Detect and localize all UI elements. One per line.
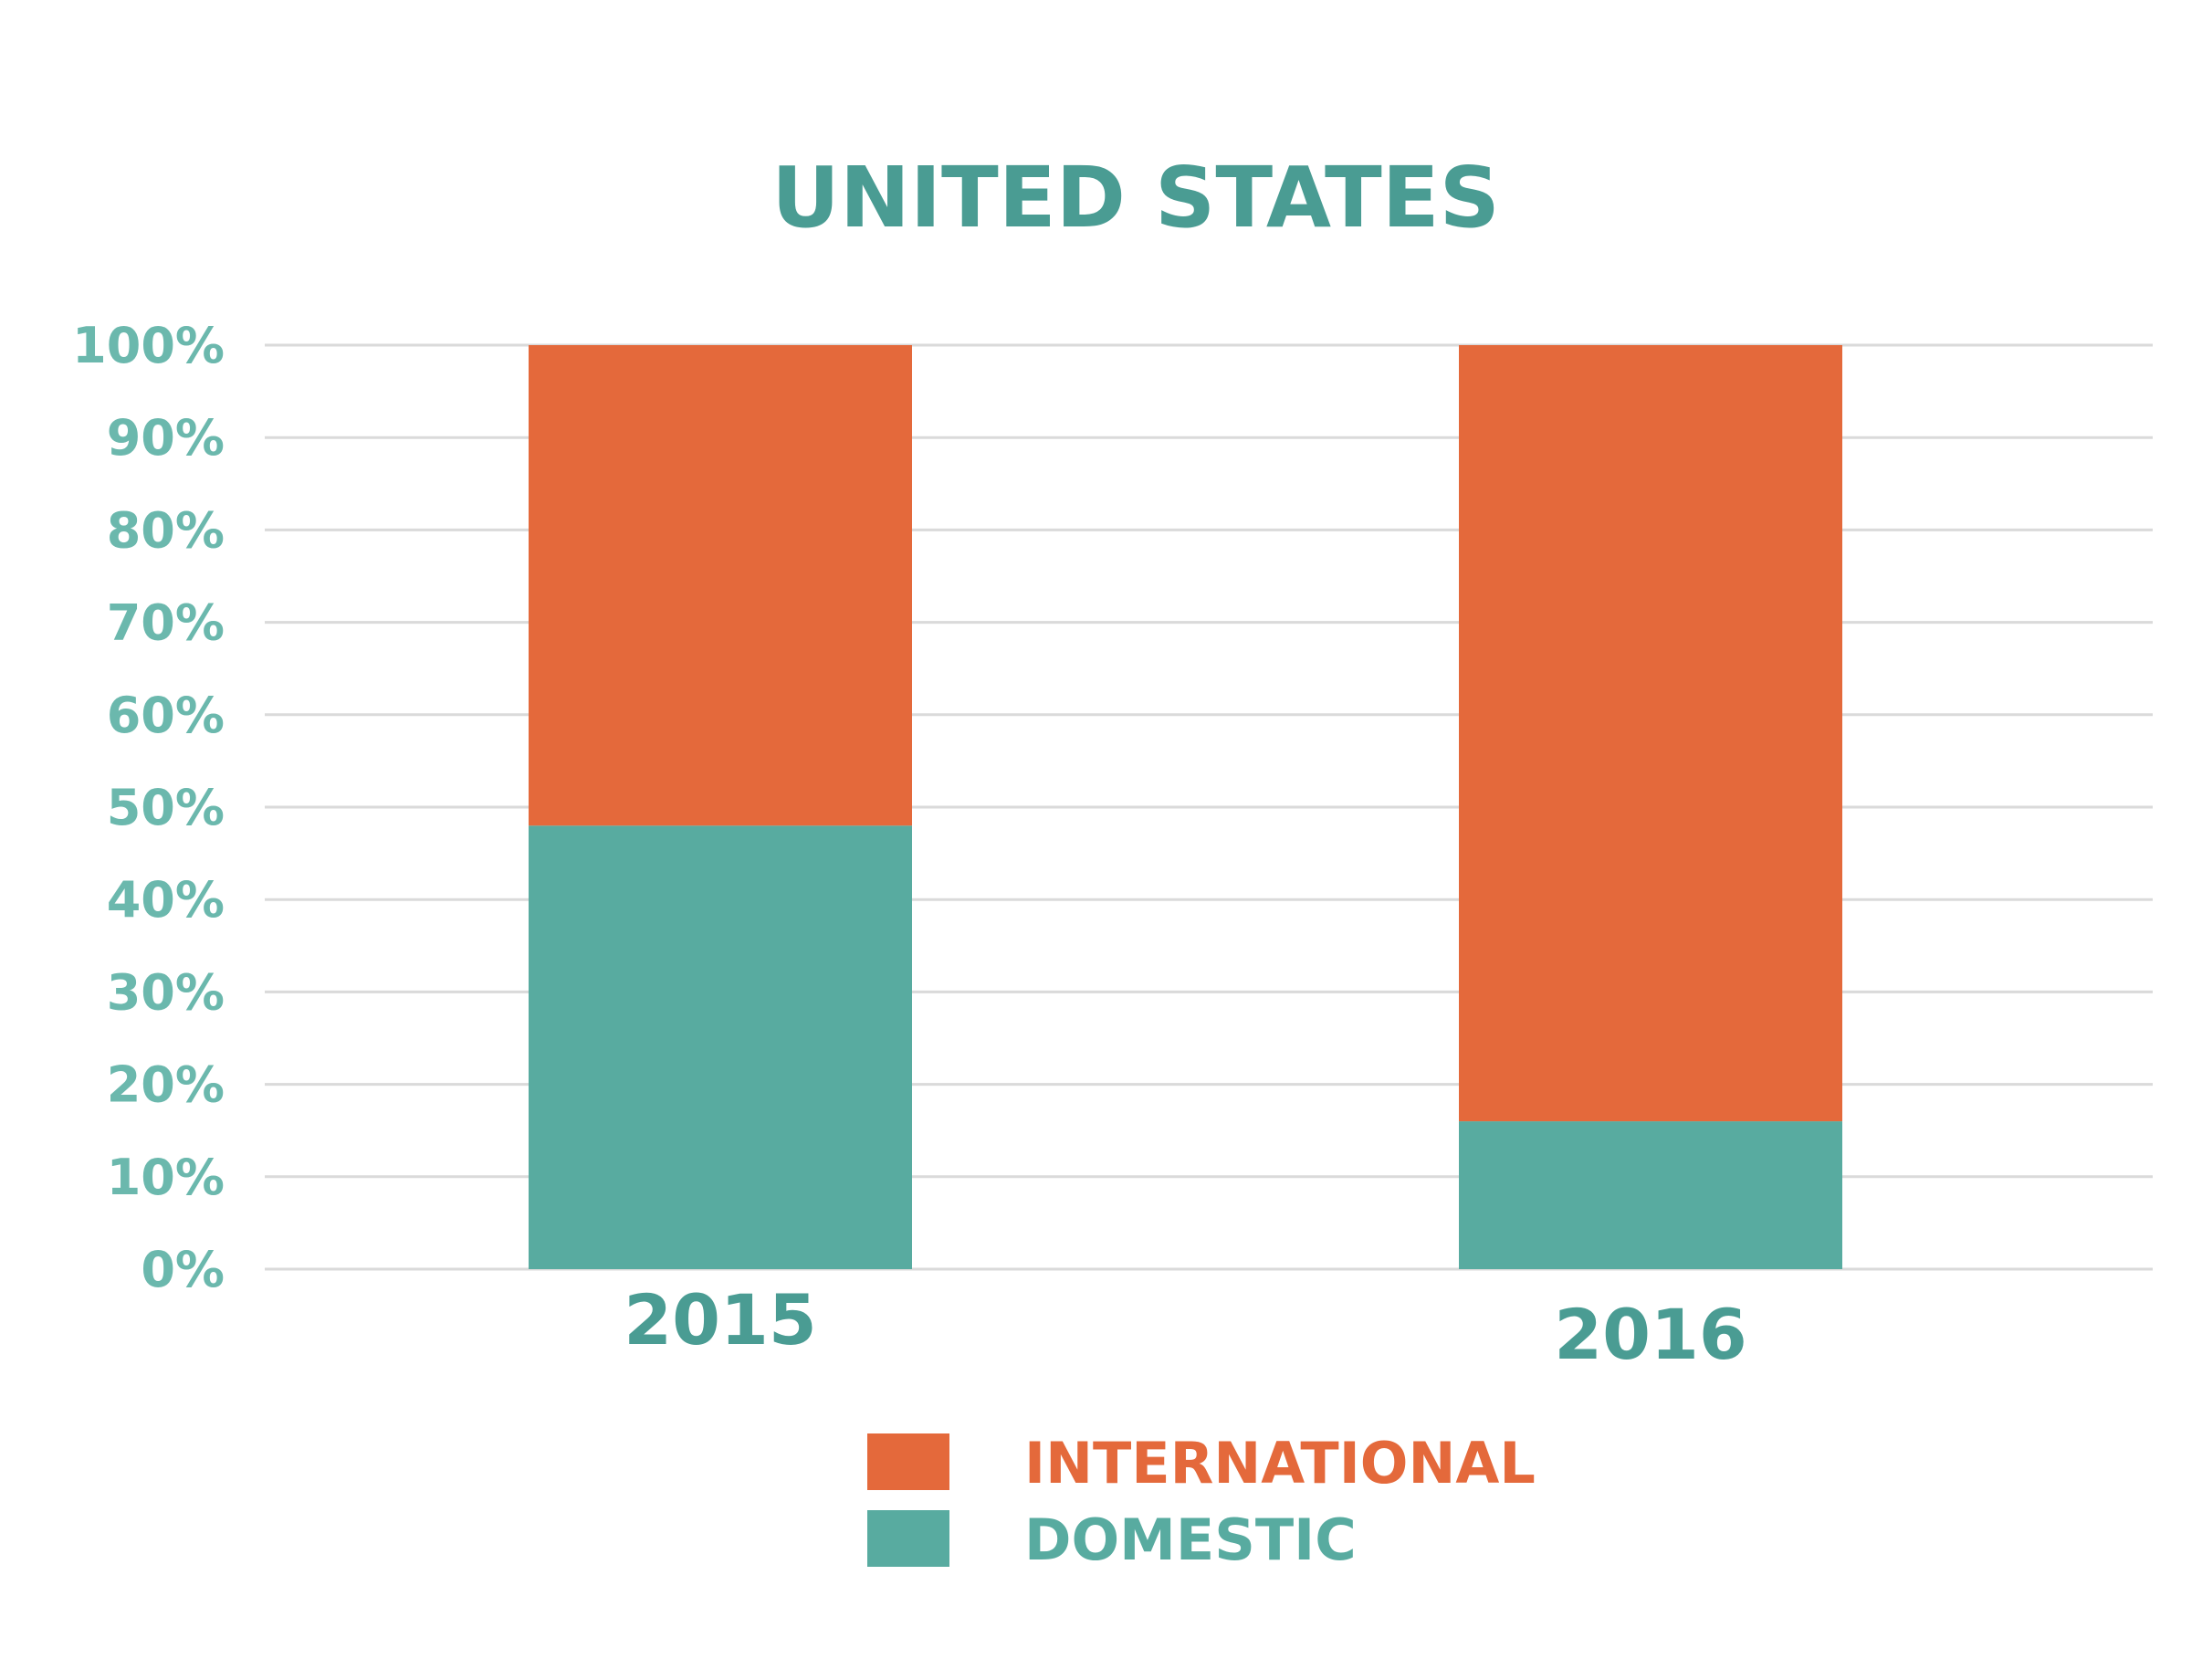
x-tick-label-2015: 2015 <box>624 1279 817 1360</box>
legend: INTERNATIONAL DOMESTIC <box>867 1430 1536 1573</box>
bar-2016-international <box>1459 345 1842 1122</box>
y-tick-label-30: 30% <box>107 963 225 1021</box>
y-tick-label-80: 80% <box>107 501 225 559</box>
y-tick-label-40: 40% <box>107 871 225 929</box>
y-tick-label-50: 50% <box>107 779 225 836</box>
chart-title: UNITED STATES <box>771 149 1500 247</box>
y-tick-label-70: 70% <box>107 594 225 652</box>
bar-2015-international <box>529 345 912 826</box>
legend-label-domestic: DOMESTIC <box>1024 1507 1357 1573</box>
legend-label-international: INTERNATIONAL <box>1024 1430 1536 1496</box>
y-tick-label-0: 0% <box>141 1241 225 1298</box>
legend-swatch-international <box>867 1433 949 1490</box>
y-tick-label-90: 90% <box>107 409 225 467</box>
bar-2016-domestic <box>1459 1121 1842 1269</box>
y-tick-labels: 0% 10% 20% 30% 40% 50% 60% 70% 80% 90% 100% <box>72 317 225 1298</box>
x-tick-label-2016: 2016 <box>1554 1294 1747 1375</box>
bars <box>529 345 1842 1269</box>
y-tick-label-60: 60% <box>107 687 225 744</box>
bar-2015-domestic <box>529 825 912 1269</box>
y-tick-label-10: 10% <box>107 1149 225 1206</box>
x-tick-labels: 2015 2016 <box>624 1279 1747 1375</box>
y-tick-label-20: 20% <box>107 1056 225 1114</box>
y-tick-label-100: 100% <box>72 317 225 374</box>
legend-swatch-domestic <box>867 1510 949 1567</box>
